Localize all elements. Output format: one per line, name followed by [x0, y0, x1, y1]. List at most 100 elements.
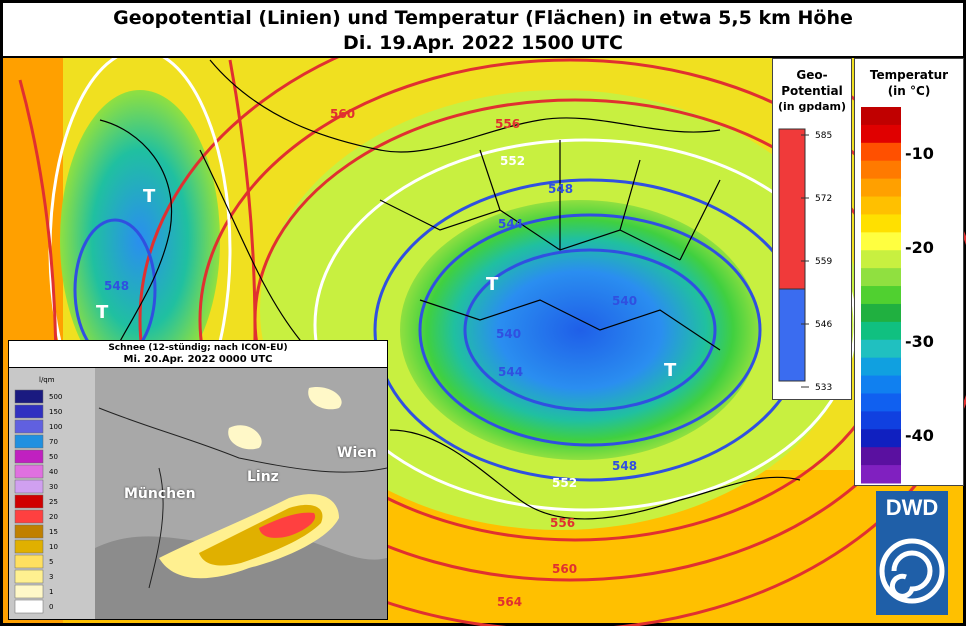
- temperature-legend: Temperatur (in °C) -10 -20 -30 -40: [854, 58, 964, 486]
- temp-label: -10: [905, 144, 934, 163]
- geo-bar-high: [778, 128, 806, 290]
- low-marker: T: [664, 360, 677, 381]
- snow-legend-swatch: [14, 464, 44, 479]
- header: Geopotential (Linien) und Temperatur (Fl…: [3, 3, 963, 58]
- snow-legend-label: 1: [49, 588, 53, 596]
- field-west-trough: [60, 90, 220, 390]
- dwd-logo-text: DWD: [885, 495, 939, 520]
- contour-label: 552: [552, 476, 577, 490]
- snow-inset-header: Schnee (12-stündig; nach ICON-EU) Mi. 20…: [9, 341, 387, 368]
- snow-legend-label: 50: [49, 453, 58, 461]
- snow-legend-swatch: [14, 434, 44, 449]
- snow-legend-label: 3: [49, 573, 53, 581]
- map-title: Geopotential (Linien) und Temperatur (Fl…: [113, 7, 853, 29]
- snow-legend-swatch: [14, 599, 44, 614]
- low-marker: T: [143, 186, 156, 207]
- map-date: Di. 19.Apr. 2022 1500 UTC: [343, 32, 623, 54]
- snow-legend-label: 0: [49, 603, 53, 611]
- temp-colorbar-segment: [861, 178, 901, 198]
- temp-colorbar-segment: [861, 357, 901, 377]
- temp-label: -30: [905, 332, 934, 351]
- geo-title-line: Potential: [781, 84, 843, 98]
- snow-legend-label: 150: [49, 408, 62, 416]
- contour-544: [418, 213, 762, 447]
- field-cold-core: [400, 200, 760, 460]
- temperature-colorbar: [861, 107, 901, 484]
- snow-legend-label: 15: [49, 528, 58, 536]
- temp-colorbar-segment: [861, 375, 901, 394]
- snow-legend-swatch: [14, 539, 44, 554]
- snow-legend-label: 5: [49, 558, 53, 566]
- snow-inset-date: Mi. 20.Apr. 2022 0000 UTC: [123, 354, 273, 365]
- low-marker: T: [96, 302, 109, 323]
- snow-legend-label: 30: [49, 483, 58, 491]
- geo-tick: 533: [815, 383, 832, 393]
- contour-label: 556: [495, 117, 520, 131]
- snow-legend-swatch: [14, 449, 44, 464]
- snow-legend-swatch: [14, 569, 44, 584]
- snow-border: [148, 467, 164, 589]
- snow-legend-swatch: [14, 554, 44, 569]
- temp-colorbar-segment: [861, 465, 901, 484]
- temp-colorbar-segment: [861, 393, 901, 412]
- city-linz: Linz: [247, 469, 279, 485]
- snow-legend-swatch: [14, 584, 44, 599]
- border-3: [479, 140, 721, 261]
- temp-colorbar-segment: [861, 303, 901, 323]
- snow-legend-label: 100: [49, 423, 62, 431]
- geo-title-line: (in gpdam): [778, 100, 846, 113]
- contour-label: 540: [612, 294, 637, 308]
- contour-label: 552: [500, 154, 525, 168]
- temperature-legend-title: Temperatur (in °C): [855, 67, 963, 99]
- contour-label: 548: [548, 182, 573, 196]
- snow-legend-swatch: [14, 479, 44, 494]
- contour-label: 548: [612, 459, 637, 473]
- snow-inset-title: Schnee (12-stündig; nach ICON-EU): [108, 343, 288, 353]
- temp-colorbar-segment: [861, 339, 901, 359]
- temp-colorbar-segment: [861, 268, 901, 287]
- geo-title-line: Geo-: [796, 68, 828, 82]
- temp-colorbar-segment: [861, 142, 901, 162]
- temp-colorbar-segment: [861, 124, 901, 144]
- geo-tick: 585: [815, 131, 832, 141]
- snow-legend-label: 70: [49, 438, 58, 446]
- temp-colorbar-segment: [861, 447, 901, 466]
- temp-colorbar-segment: [861, 286, 901, 305]
- geopotential-bar: 585 572 559 546 533: [778, 128, 832, 393]
- contour-label: 556: [550, 516, 575, 530]
- coastline-south: [389, 429, 801, 520]
- temp-title-line: (in °C): [887, 84, 931, 98]
- city-wien: Wien: [337, 445, 377, 461]
- snow-inset: Schnee (12-stündig; nach ICON-EU) Mi. 20…: [8, 340, 388, 620]
- temp-label: -20: [905, 238, 934, 257]
- dwd-logo-symbol: [879, 538, 945, 604]
- dwd-logo: DWD: [876, 491, 948, 615]
- snow-legend-label: 20: [49, 513, 58, 521]
- geo-tick: 559: [815, 257, 832, 267]
- temp-colorbar-segment: [861, 214, 901, 233]
- contour-label: 564: [497, 595, 522, 609]
- snow-legend-swatch: [14, 494, 44, 509]
- temp-title-line: Temperatur: [869, 68, 949, 82]
- contour-540: [463, 248, 717, 412]
- contour-label: 560: [552, 562, 577, 576]
- contour-label: 560: [330, 107, 355, 121]
- border-2: [419, 299, 721, 351]
- temp-colorbar-segment: [861, 196, 901, 215]
- coastline-britain: [99, 119, 173, 361]
- contour-label: 548: [104, 279, 129, 293]
- temp-colorbar-segment: [861, 321, 901, 341]
- temp-label: -40: [905, 426, 934, 445]
- snow-legend-label: 40: [49, 468, 58, 476]
- snow-legend-label: 500: [49, 393, 62, 401]
- snow-unit: l/qm: [39, 376, 55, 384]
- contour-label: 544: [498, 365, 523, 379]
- border-1: [379, 199, 681, 261]
- snow-legend-label: 25: [49, 498, 58, 506]
- snow-legend-swatch: [14, 524, 44, 539]
- geo-tick: 572: [815, 194, 832, 204]
- snow-patches-north: [228, 387, 342, 450]
- temp-colorbar-segment: [861, 429, 901, 448]
- snow-band-heavy: [259, 512, 316, 538]
- snow-legend-label: 10: [49, 543, 58, 551]
